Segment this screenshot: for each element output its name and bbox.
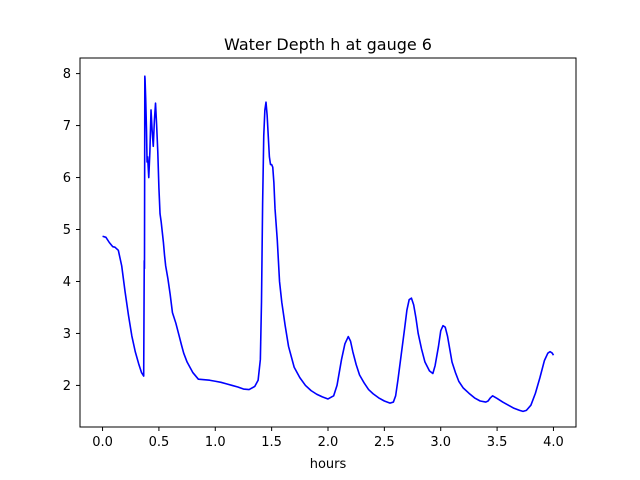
x-tick-label: 3.5	[487, 435, 508, 450]
x-tick-label: 1.0	[205, 435, 226, 450]
x-tick-label: 2.0	[318, 435, 339, 450]
x-axis-label: hours	[310, 457, 347, 472]
plot-area	[102, 75, 555, 413]
y-tick-label: 3	[63, 327, 71, 342]
series-line-1	[102, 75, 555, 413]
y-tick-label: 4	[63, 275, 71, 290]
x-tick-label: 0.0	[92, 435, 113, 450]
x-tick-label: 0.5	[149, 435, 170, 450]
x-tick-label: 2.5	[374, 435, 395, 450]
x-tick-label: 4.0	[543, 435, 564, 450]
x-tick-label: 1.5	[261, 435, 282, 450]
x-tick-label: 3.0	[430, 435, 451, 450]
y-tick-label: 2	[63, 379, 71, 394]
y-tick-label: 7	[63, 119, 71, 134]
y-tick-label: 5	[63, 223, 71, 238]
chart-title: Water Depth h at gauge 6	[224, 35, 432, 54]
y-tick-label: 8	[63, 67, 71, 82]
y-tick-label: 6	[63, 171, 71, 186]
axes: 0.0 0.5 1.0 1.5 2.0 2.5 3.0 3.5 4.0 2 3 4 5 6 7 8	[63, 57, 577, 450]
